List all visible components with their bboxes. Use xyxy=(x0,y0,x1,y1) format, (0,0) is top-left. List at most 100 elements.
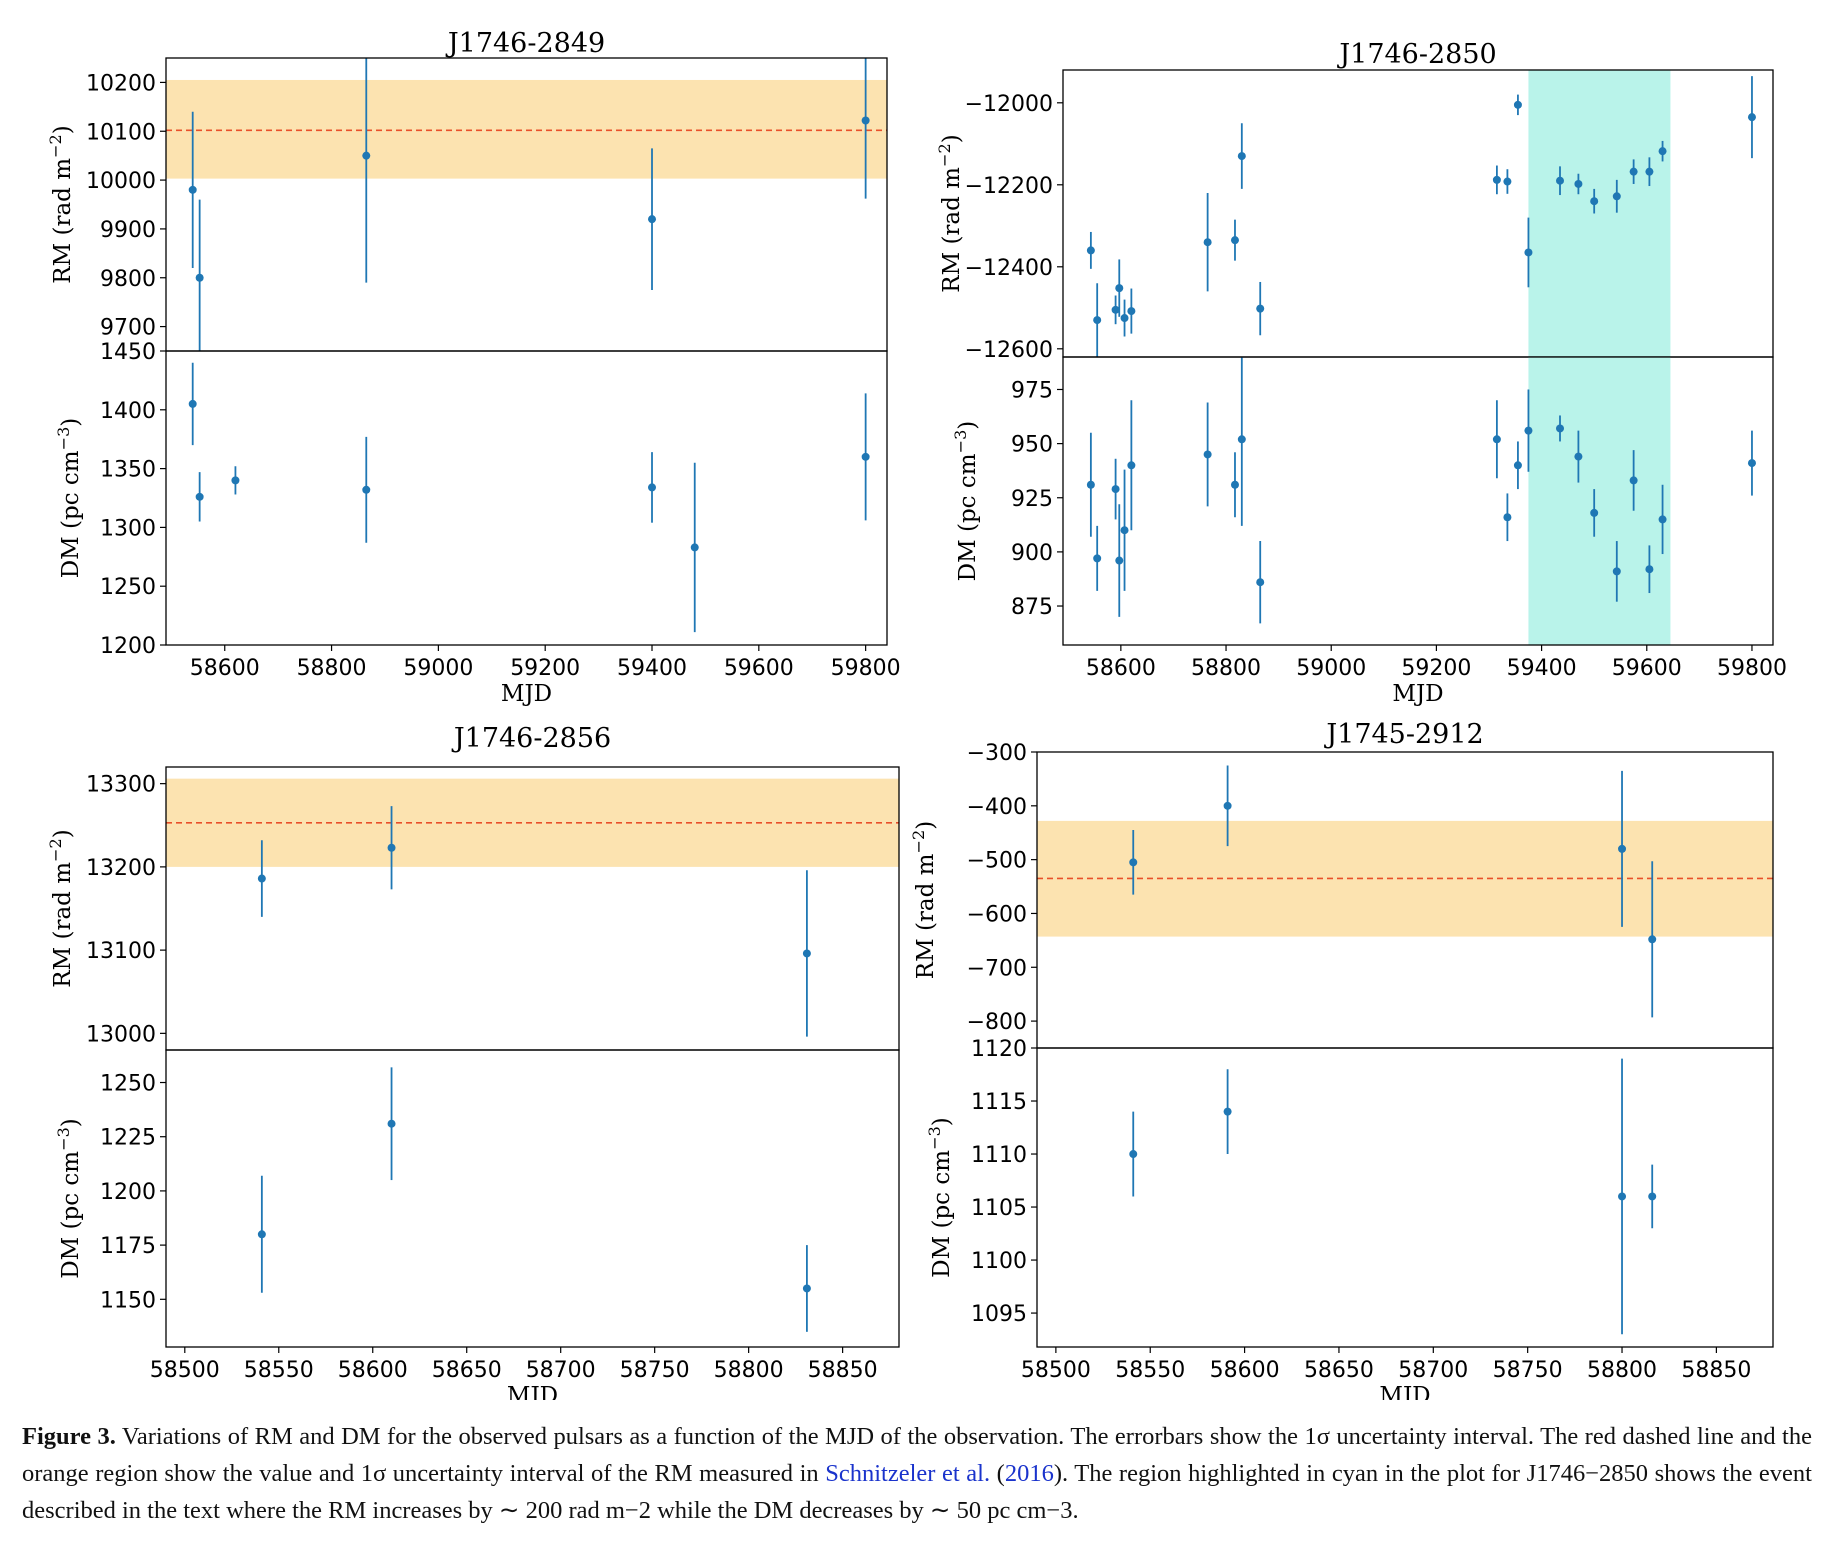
data-point xyxy=(1115,556,1124,565)
y-tick-label: 1105 xyxy=(971,1196,1027,1221)
data-point xyxy=(1127,307,1136,316)
y-tick-label: 13000 xyxy=(86,1022,156,1047)
data-point xyxy=(1513,100,1522,109)
chart-panel-0: 9700 9800 9900 10000 10100 10200 RM (rad m−2) 1… xyxy=(46,28,901,707)
event-highlight xyxy=(1528,70,1671,357)
data-point xyxy=(1590,508,1599,517)
y-tick-label: 1175 xyxy=(100,1234,156,1259)
chart-title: J1746-2849 xyxy=(445,28,605,59)
y-tick-label: 10200 xyxy=(86,71,156,96)
caption-label: Figure 3. xyxy=(22,1423,116,1450)
data-point xyxy=(1120,314,1129,323)
y-tick-label: −12000 xyxy=(965,92,1053,117)
data-point xyxy=(1618,844,1627,853)
x-tick-label: 59000 xyxy=(403,656,473,681)
dm-axis-label: DM (pc cm−3) xyxy=(951,421,982,582)
y-tick-label: −12200 xyxy=(965,174,1053,199)
data-point xyxy=(1086,246,1095,255)
data-point xyxy=(1203,450,1212,459)
data-point xyxy=(861,452,870,461)
x-tick-label: 59800 xyxy=(1717,656,1787,681)
data-point xyxy=(257,1230,266,1239)
dm-subplot: 875 900 925 950 975 DM (pc cm−3) xyxy=(951,356,1774,646)
rm-plot-area xyxy=(166,778,899,1037)
rm-axis-label: RM (rad m−2) xyxy=(935,134,966,292)
rm-subplot: 13000 13100 13200 13300 RM (rad m−2) xyxy=(46,766,900,1051)
data-point xyxy=(1629,167,1638,176)
y-tick-label: −400 xyxy=(967,795,1027,820)
dm-plot-area xyxy=(1129,1058,1657,1335)
x-tick-label: 59400 xyxy=(617,656,687,681)
x-tick-label: 58500 xyxy=(1021,1358,1091,1383)
data-point xyxy=(1574,452,1583,461)
data-point xyxy=(231,476,240,485)
data-point xyxy=(1111,305,1120,314)
citation-year-link[interactable]: 2016 xyxy=(1004,1460,1054,1487)
data-point xyxy=(1256,578,1265,587)
data-point xyxy=(1629,476,1638,485)
dm-subplot: 1095 1100 1105 1110 1115 1120 DM (pc cm−3) xyxy=(925,1037,1774,1348)
x-tick-label: 58700 xyxy=(1398,1358,1468,1383)
rm-subplot: 9700 9800 9900 10000 10100 10200 RM (rad m−2) xyxy=(46,57,888,352)
data-point xyxy=(1524,248,1533,257)
y-tick-label: 900 xyxy=(1011,541,1053,566)
data-point xyxy=(362,485,371,494)
x-tick-label: 58850 xyxy=(1681,1358,1751,1383)
x-tick-label: 59600 xyxy=(1612,656,1682,681)
data-point xyxy=(195,492,204,501)
data-point xyxy=(387,1119,396,1128)
rm-axis-label: RM (rad m−2) xyxy=(909,821,940,979)
data-point xyxy=(1574,179,1583,188)
dm-frame xyxy=(165,350,888,646)
y-tick-label: 1100 xyxy=(971,1249,1027,1274)
citation-link[interactable]: Schnitzeler et al. xyxy=(825,1460,991,1487)
y-tick-label: 1120 xyxy=(971,1037,1027,1062)
uncertainty-band xyxy=(166,79,887,179)
event-highlight xyxy=(1528,357,1671,645)
data-point xyxy=(1513,461,1522,470)
data-point xyxy=(1492,175,1501,184)
rm-subplot: −800 −700 −600 −500 −400 −300 RM (rad m−2) xyxy=(909,741,1774,1049)
data-point xyxy=(1203,238,1212,247)
y-tick-label: 9700 xyxy=(100,316,156,341)
data-point xyxy=(387,843,396,852)
data-point xyxy=(1129,1150,1138,1159)
data-point xyxy=(1120,526,1129,535)
data-point xyxy=(1127,461,1136,470)
data-point xyxy=(1086,480,1095,489)
y-tick-label: 975 xyxy=(1011,378,1053,403)
data-point xyxy=(1230,236,1239,245)
x-tick-label: 59200 xyxy=(510,656,580,681)
y-tick-label: 925 xyxy=(1011,487,1053,512)
y-tick-label: 1110 xyxy=(971,1143,1027,1168)
data-point xyxy=(257,874,266,883)
rm-axis-label: RM (rad m−2) xyxy=(46,829,77,987)
data-point xyxy=(195,273,204,282)
x-tick-label: 59800 xyxy=(831,656,901,681)
y-tick-label: 13300 xyxy=(86,773,156,798)
figure-caption: Figure 3. Variations of RM and DM for th… xyxy=(22,1423,1812,1524)
y-tick-label: 1200 xyxy=(100,634,156,659)
data-point xyxy=(1648,1192,1657,1201)
caption-text-1: Variations of RM and DM for the observed… xyxy=(22,1423,1812,1487)
y-tick-label: 1115 xyxy=(971,1090,1027,1115)
y-tick-label: −12600 xyxy=(965,338,1053,363)
x-tick-label: 58850 xyxy=(808,1358,878,1383)
y-tick-label: −300 xyxy=(967,741,1027,766)
data-point xyxy=(362,151,371,160)
data-point xyxy=(1503,513,1512,522)
chart-title: J1746-2856 xyxy=(451,723,611,754)
data-point xyxy=(1658,515,1667,524)
data-point xyxy=(1747,459,1756,468)
y-tick-label: 1200 xyxy=(100,1180,156,1205)
x-tick-label: 58800 xyxy=(1191,656,1261,681)
rm-axis-label: RM (rad m−2) xyxy=(46,125,77,283)
y-tick-label: 1450 xyxy=(100,340,156,365)
dm-frame xyxy=(1036,1047,1774,1348)
data-point xyxy=(1093,554,1102,563)
data-point xyxy=(1129,858,1138,867)
data-point xyxy=(1658,147,1667,156)
data-point xyxy=(1556,424,1564,433)
y-tick-label: 9800 xyxy=(100,267,156,292)
